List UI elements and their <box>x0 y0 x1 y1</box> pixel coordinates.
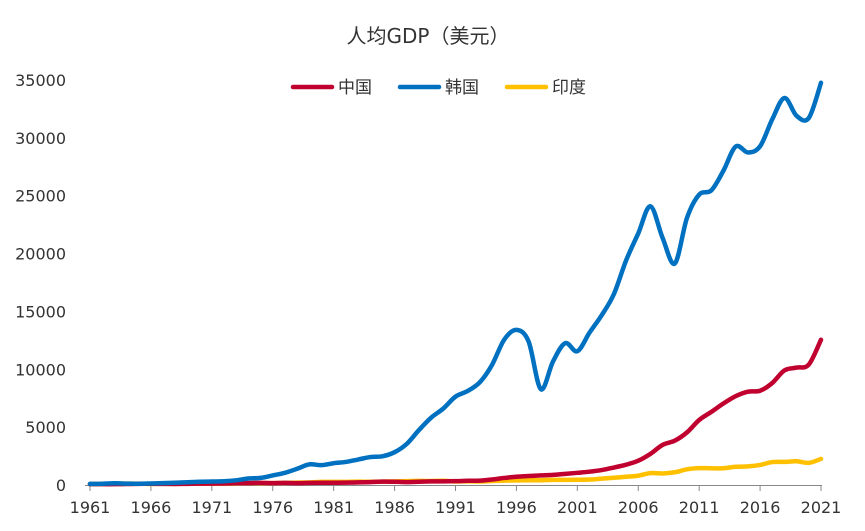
y-tick-label: 30000 <box>15 129 66 148</box>
series-line-0 <box>87 337 824 487</box>
y-tick-label: 10000 <box>15 360 66 379</box>
x-tick-label: 1996 <box>496 498 537 517</box>
x-tick-label: 1981 <box>313 498 354 517</box>
x-tick-label: 2006 <box>618 498 659 517</box>
x-tick-label: 1966 <box>131 498 172 517</box>
y-axis-ticks: 0 5000 10000 15000 20000 25000 30000 35000 <box>15 71 66 495</box>
legend: 中国 韩国 印度 <box>290 78 586 98</box>
chart-title: 人均GDP（美元） <box>347 24 510 48</box>
x-tick-label: 1976 <box>252 498 293 517</box>
x-tick-label: 2016 <box>740 498 781 517</box>
series-lines <box>87 80 824 487</box>
series-line-1 <box>87 80 824 487</box>
x-tick-label: 2001 <box>557 498 598 517</box>
x-tick-label: 1971 <box>191 498 232 517</box>
legend-label-0: 中国 <box>338 78 372 98</box>
x-tick-label: 1986 <box>374 498 415 517</box>
legend-label-1: 韩国 <box>445 78 479 98</box>
x-tick-label: 2021 <box>801 498 842 517</box>
legend-label-2: 印度 <box>552 78 586 98</box>
y-tick-label: 15000 <box>15 302 66 321</box>
x-axis-ticks: 1961 1966 1971 1976 1981 1986 1991 1996 2001 2006… <box>70 485 842 517</box>
x-tick-label: 2011 <box>679 498 720 517</box>
y-tick-label: 0 <box>56 476 66 495</box>
x-tick-label: 1961 <box>70 498 111 517</box>
y-tick-label: 5000 <box>25 418 66 437</box>
y-tick-label: 25000 <box>15 187 66 206</box>
y-tick-label: 20000 <box>15 245 66 264</box>
x-tick-label: 1991 <box>435 498 476 517</box>
y-tick-label: 35000 <box>15 71 66 90</box>
